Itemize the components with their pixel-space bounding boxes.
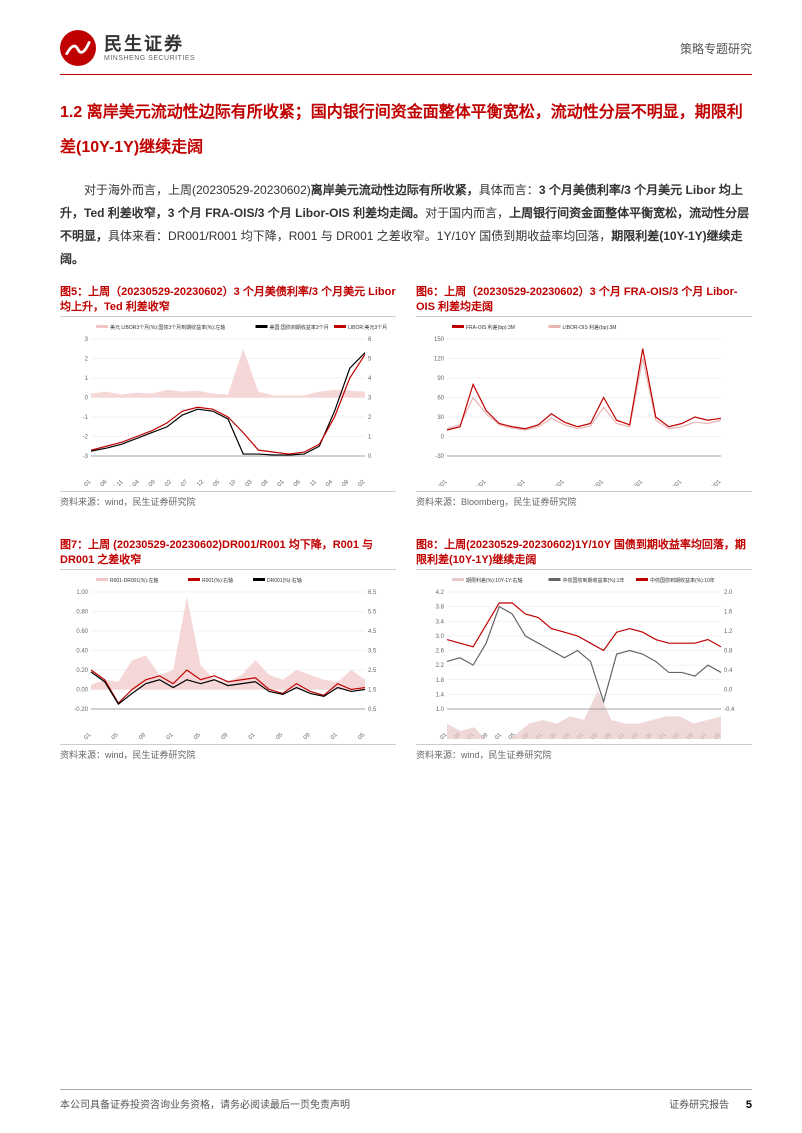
svg-text:LIBOR:美元3个月: LIBOR:美元3个月 xyxy=(348,324,387,331)
chart-canvas: R001-DR001(%):左轴 R001(%):右轴 DR001(%):右轴 -0.… xyxy=(60,574,396,739)
svg-text:-3: -3 xyxy=(83,454,89,460)
svg-text:2.6: 2.6 xyxy=(436,648,445,654)
svg-text:LIBOR-OIS 利差(bp):3M: LIBOR-OIS 利差(bp):3M xyxy=(563,324,617,331)
svg-text:0.20: 0.20 xyxy=(76,668,88,674)
svg-text:期限利差(%):10Y-1Y:右轴: 期限利差(%):10Y-1Y:右轴 xyxy=(466,577,523,584)
logo-text-en: MINSHENG SECURITIES xyxy=(104,55,195,62)
svg-text:1.0: 1.0 xyxy=(436,707,445,713)
svg-text:1.00: 1.00 xyxy=(76,590,88,596)
chart-title: 图7：上周 (20230529-20230602)DR001/R001 均下降，… xyxy=(60,538,396,570)
svg-text:0.8: 0.8 xyxy=(724,648,733,654)
chart-canvas: 美元 LIBOR3个月(%):国债3个月到期收益率(%):左轴 美国:国债到期收益… xyxy=(60,321,396,486)
svg-text:1.8: 1.8 xyxy=(436,677,445,683)
page-header: 民生证券 MINSHENG SECURITIES 策略专题研究 xyxy=(60,30,752,75)
svg-text:1.5: 1.5 xyxy=(368,687,377,693)
svg-text:2.0: 2.0 xyxy=(724,590,733,596)
svg-text:DR001(%):右轴: DR001(%):右轴 xyxy=(267,577,302,584)
svg-text:-0.20: -0.20 xyxy=(74,707,88,713)
svg-text:30: 30 xyxy=(437,415,444,421)
svg-text:R001(%):右轴: R001(%):右轴 xyxy=(202,577,233,584)
svg-text:2.5: 2.5 xyxy=(368,668,377,674)
svg-text:R001-DR001(%):左轴: R001-DR001(%):左轴 xyxy=(110,577,158,584)
svg-text:1.4: 1.4 xyxy=(436,692,445,698)
body-paragraph: 对于海外而言，上周(20230529-20230602)离岸美元流动性边际有所收… xyxy=(60,179,752,270)
chart-5: 图5：上周（20230529-20230602）3 个月美债利率/3 个月美元 … xyxy=(60,285,396,508)
chart-grid: 图5：上周（20230529-20230602）3 个月美债利率/3 个月美元 … xyxy=(60,285,752,761)
chart-title: 图6：上周（20230529-20230602）3 个月 FRA-OIS/3 个… xyxy=(416,285,752,317)
svg-text:1.2: 1.2 xyxy=(724,629,733,635)
svg-text:0.4: 0.4 xyxy=(724,668,733,674)
svg-text:美元 LIBOR3个月(%):国债3个月到期收益率(%):左: 美元 LIBOR3个月(%):国债3个月到期收益率(%):左轴 xyxy=(110,324,225,331)
svg-text:-2: -2 xyxy=(83,434,89,440)
logo-icon xyxy=(60,30,96,66)
logo-text-cn: 民生证券 xyxy=(104,35,195,53)
svg-text:-0.4: -0.4 xyxy=(724,707,735,713)
chart-source: 资料来源：Bloomberg，民生证券研究院 xyxy=(416,491,752,508)
svg-text:6.5: 6.5 xyxy=(368,590,377,596)
section-heading: 1.2 离岸美元流动性边际有所收紧；国内银行间资金面整体平衡宽松，流动性分层不明… xyxy=(60,95,752,165)
svg-text:美国:国债到期收益率3个月: 美国:国债到期收益率3个月 xyxy=(270,324,329,331)
footer-report-type: 证券研究报告 xyxy=(669,1100,729,1111)
svg-text:4.5: 4.5 xyxy=(368,629,377,635)
svg-text:4.2: 4.2 xyxy=(436,590,445,596)
page-number: 5 xyxy=(746,1099,752,1111)
chart-source: 资料来源：wind，民生证券研究院 xyxy=(416,744,752,761)
chart-8: 图8：上周(20230529-20230602)1Y/10Y 国债到期收益率均回… xyxy=(416,538,752,761)
svg-text:0.5: 0.5 xyxy=(368,707,377,713)
chart-canvas: FRA-OIS 利差(bp):3MLIBOR-OIS 利差(bp):3M-300… xyxy=(416,321,752,486)
svg-text:0.00: 0.00 xyxy=(76,687,88,693)
svg-text:3.5: 3.5 xyxy=(368,648,377,654)
page-footer: 本公司具备证券投资咨询业务资格，请务必阅读最后一页免责声明 证券研究报告 5 xyxy=(60,1089,752,1111)
svg-text:3.8: 3.8 xyxy=(436,604,445,610)
chart-7: 图7：上周 (20230529-20230602)DR001/R001 均下降，… xyxy=(60,538,396,761)
svg-text:120: 120 xyxy=(434,356,445,362)
svg-text:90: 90 xyxy=(437,376,444,382)
svg-text:150: 150 xyxy=(434,337,445,343)
svg-text:2.2: 2.2 xyxy=(436,663,445,669)
svg-text:3.0: 3.0 xyxy=(436,633,445,639)
chart-title: 图5：上周（20230529-20230602）3 个月美债利率/3 个月美元 … xyxy=(60,285,396,317)
svg-text:1.6: 1.6 xyxy=(724,609,733,615)
chart-source: 资料来源：wind，民生证券研究院 xyxy=(60,491,396,508)
svg-text:0.80: 0.80 xyxy=(76,609,88,615)
svg-text:60: 60 xyxy=(437,395,444,401)
footer-disclaimer: 本公司具备证券投资咨询业务资格，请务必阅读最后一页免责声明 xyxy=(60,1096,350,1111)
svg-text:3.4: 3.4 xyxy=(436,619,445,625)
chart-canvas: 期限利差(%):10Y-1Y:右轴 中债国债到期收益率(%):1年 中债国债到期收益… xyxy=(416,574,752,739)
svg-text:5.5: 5.5 xyxy=(368,609,377,615)
svg-text:中债国债到期收益率(%):10年: 中债国债到期收益率(%):10年 xyxy=(650,577,715,584)
chart-title: 图8：上周(20230529-20230602)1Y/10Y 国债到期收益率均回… xyxy=(416,538,752,570)
doc-type-label: 策略专题研究 xyxy=(680,40,752,57)
chart-6: 图6：上周（20230529-20230602）3 个月 FRA-OIS/3 个… xyxy=(416,285,752,508)
svg-text:-30: -30 xyxy=(435,454,444,460)
svg-text:-1: -1 xyxy=(83,415,89,421)
chart-source: 资料来源：wind，民生证券研究院 xyxy=(60,744,396,761)
logo-block: 民生证券 MINSHENG SECURITIES xyxy=(60,30,195,66)
svg-text:FRA-OIS 利差(bp):3M: FRA-OIS 利差(bp):3M xyxy=(466,324,515,331)
svg-text:0.0: 0.0 xyxy=(724,687,733,693)
svg-text:0.40: 0.40 xyxy=(76,648,88,654)
svg-text:中债国债到期收益率(%):1年: 中债国债到期收益率(%):1年 xyxy=(563,577,625,584)
svg-text:0.60: 0.60 xyxy=(76,629,88,635)
